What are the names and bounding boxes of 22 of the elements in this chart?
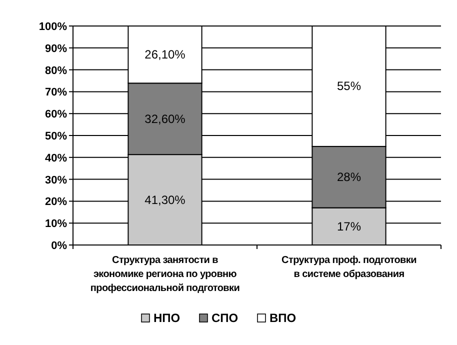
y-tick-label: 80% xyxy=(44,64,68,77)
y-tick-label: 100% xyxy=(38,21,68,33)
data-label: 17% xyxy=(336,219,362,234)
data-label: 28% xyxy=(336,170,362,184)
data-label: 26,10% xyxy=(144,48,186,62)
legend-label: НПО xyxy=(154,311,180,325)
y-tick-label: 40% xyxy=(44,152,68,164)
y-tick-label: 70% xyxy=(44,86,68,99)
legend-label: СПО xyxy=(212,311,238,325)
y-tick-label: 20% xyxy=(44,196,68,208)
y-tick-label: 90% xyxy=(44,42,68,55)
data-label: 32,60% xyxy=(144,112,186,126)
y-tick-label: 0% xyxy=(51,240,68,252)
y-tick-label: 60% xyxy=(44,108,68,121)
data-label: 41,30% xyxy=(144,192,186,207)
x-tick-label: Структура проф. подготовки в системе образования xyxy=(282,255,417,280)
y-tick-label: 50% xyxy=(44,130,68,142)
data-label: 55% xyxy=(336,79,362,94)
x-tick-label: Структура занятости в экономике региона по уровню профессиональной подготовки xyxy=(90,255,240,294)
legend-label: ВПО xyxy=(270,311,296,325)
y-tick-label: 10% xyxy=(44,218,68,230)
y-tick-label: 30% xyxy=(44,174,68,186)
